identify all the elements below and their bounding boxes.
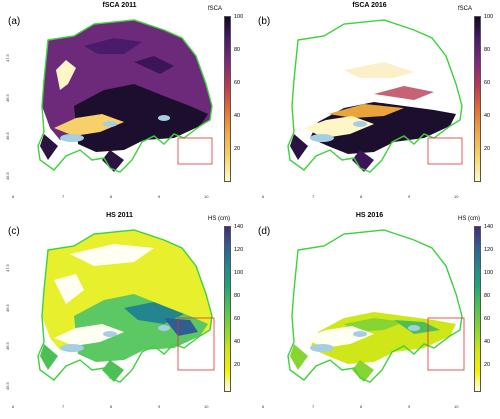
colorbar-tick: 20 [234,362,241,368]
colorbar-title: HS (cm) [458,216,480,222]
panel-hs-2016: HS 2016 (d) HS (cm) 140 120 100 80 60 40… [252,212,497,412]
colorbar-title: fSCA [458,6,473,12]
panel-fsca-2011: fSCA 2011 (a) fSCA 100 80 60 40 20 47.5 … [2,2,247,202]
x-tick: 7 [312,194,315,199]
colorbar-tick: 100 [484,270,494,276]
x-tick: 7 [62,404,65,409]
map-hs-2011 [37,229,215,383]
colorbar-tick: 20 [484,362,491,368]
map-hs-2016 [287,229,465,383]
colorbar-tick: 40 [234,113,241,119]
x-tick: 9 [408,194,411,199]
colorbar-tick: 20 [484,146,491,152]
colorbar-tick: 80 [234,293,241,299]
colorbar-tick: 40 [484,339,491,345]
snow-field [40,20,212,172]
x-tick: 8 [110,194,113,199]
x-tick: 6 [262,404,265,409]
colorbar-tick: 120 [234,247,244,253]
lakes [60,115,170,142]
study-area-box [427,317,465,371]
y-tick: 47.5 [5,264,10,272]
colorbar-title: fSCA [208,6,223,12]
panel-label: (d) [258,226,271,237]
colorbar-title: HS (cm) [208,216,230,222]
colorbar-tick: 60 [484,80,491,86]
snow-field [290,62,456,172]
colorbar-tick: 40 [234,339,241,345]
colorbar-tick: 40 [484,113,491,119]
lakes [310,325,420,352]
map-fsca-2016 [287,19,463,173]
y-tick: 47.5 [5,54,10,62]
x-tick: 10 [204,404,209,409]
colorbar [474,226,481,392]
y-tick: 46.5 [5,342,10,350]
y-tick: 45.5 [5,382,10,390]
colorbar [474,16,481,182]
panel-title: fSCA 2011 [102,2,137,9]
colorbar-tick: 60 [484,316,491,322]
lakes [310,121,367,142]
colorbar-tick: 80 [234,47,241,53]
colorbar [224,226,231,392]
colorbar-tick: 60 [234,316,241,322]
colorbar-tick: 60 [234,80,241,86]
study-area-box [427,137,463,165]
x-tick: 7 [312,404,315,409]
panel-fsca-2016: fSCA 2016 (b) fSCA 100 80 60 40 20 6 7 8… [252,2,497,202]
x-tick: 9 [158,194,161,199]
colorbar-tick: 100 [484,14,494,20]
y-tick: 46.5 [5,132,10,140]
study-area-box [177,317,215,371]
country-border [37,229,213,383]
colorbar-tick: 140 [484,224,494,230]
x-tick: 6 [12,404,15,409]
colorbar-tick: 80 [484,293,491,299]
x-tick: 10 [454,194,459,199]
lakes [60,325,170,352]
x-tick: 10 [454,404,459,409]
x-tick: 6 [262,194,265,199]
country-border [287,229,463,383]
snow-field [290,312,456,382]
x-tick: 7 [62,194,65,199]
panel-hs-2011: HS 2011 (c) HS (cm) 140 120 100 80 60 40… [2,212,247,412]
panel-label: (a) [8,16,21,27]
colorbar-tick: 120 [484,247,494,253]
colorbar [224,16,231,182]
x-tick: 8 [360,194,363,199]
x-tick: 8 [110,404,113,409]
y-tick: 46.5 [5,304,10,312]
colorbar-tick: 140 [234,224,244,230]
panel-title: HS 2011 [106,212,133,219]
colorbar-tick: 20 [234,146,241,152]
y-tick: 45.5 [5,172,10,180]
colorbar-tick: 100 [234,14,244,20]
snow-field [40,230,212,382]
panel-title: HS 2016 [355,212,384,219]
x-tick: 9 [158,404,161,409]
panel-label: (b) [258,16,271,27]
x-tick: 10 [204,194,209,199]
country-border [37,19,213,173]
x-tick: 9 [408,404,411,409]
panel-title: fSCA 2016 [352,2,387,9]
colorbar-tick: 100 [234,270,244,276]
colorbar-tick: 80 [484,47,491,53]
y-tick: 46.5 [5,94,10,102]
country-border [287,19,463,173]
x-tick: 6 [12,194,15,199]
map-fsca-2011 [37,19,213,173]
study-area-box [177,137,213,165]
panel-label: (c) [8,226,20,237]
x-tick: 8 [360,404,363,409]
